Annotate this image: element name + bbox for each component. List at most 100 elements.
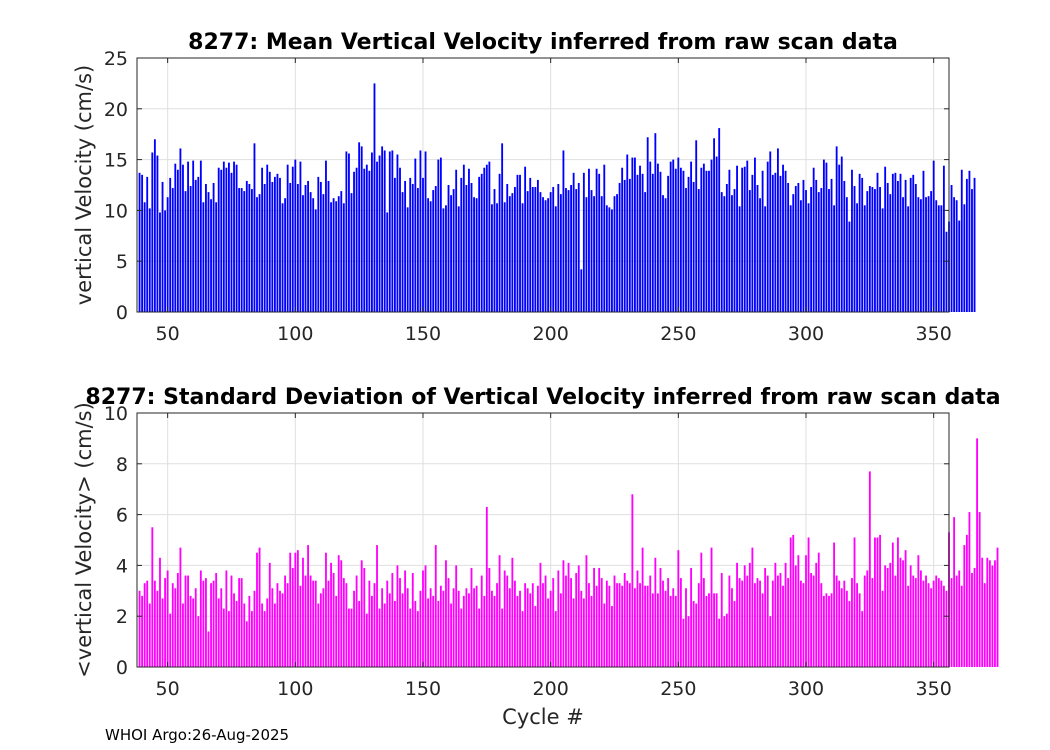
bar (692, 181, 695, 312)
bar (230, 575, 233, 667)
bar (646, 585, 649, 667)
bar (986, 557, 989, 667)
bar (521, 611, 524, 667)
bar (547, 598, 550, 667)
bar (210, 199, 212, 312)
bar (914, 183, 917, 312)
bar (202, 580, 205, 667)
bar (705, 170, 708, 312)
bar (971, 189, 973, 312)
bar (215, 573, 218, 667)
bar (526, 191, 529, 312)
bar (141, 595, 144, 667)
bar (720, 573, 723, 667)
bar (355, 167, 358, 312)
bar (205, 183, 207, 312)
bar (884, 565, 887, 667)
bar (363, 168, 366, 312)
bar (368, 170, 371, 312)
std-velocity-chart: 50 100 150 200 250 300 350 0 2 4 6 8 10 <vertical V… (72, 385, 1001, 729)
bar (261, 167, 264, 312)
bar (404, 180, 407, 312)
bar (358, 600, 361, 667)
bar (554, 611, 557, 667)
bar (478, 176, 481, 312)
bar (452, 588, 455, 667)
bar (667, 175, 670, 312)
bar (891, 542, 894, 667)
bar (493, 189, 496, 312)
bar (342, 578, 345, 667)
bar (348, 153, 350, 312)
bar (164, 578, 167, 667)
bar (503, 570, 506, 667)
bar (539, 192, 542, 312)
bar (302, 557, 304, 667)
bar (187, 575, 189, 667)
bar (506, 183, 509, 312)
x-tick-label: 200 (533, 323, 569, 345)
bar (736, 562, 738, 667)
bar (702, 163, 705, 312)
bar (748, 562, 751, 667)
bar (605, 205, 608, 312)
bar (866, 570, 869, 667)
bar (427, 198, 430, 312)
bar (501, 143, 504, 312)
x-tick-label: 250 (660, 323, 696, 345)
x-axis-label: Cycle # (502, 705, 584, 729)
bar (345, 151, 348, 312)
bar (258, 547, 261, 667)
bar (802, 583, 805, 667)
bar (411, 573, 414, 667)
bar (437, 159, 440, 312)
x-tick-label: 100 (277, 678, 313, 700)
bar (378, 608, 381, 667)
bar (958, 570, 961, 667)
bar (182, 603, 184, 667)
bar (325, 160, 327, 312)
bar (958, 220, 961, 312)
bar (876, 537, 879, 667)
bar (621, 167, 624, 312)
bar (960, 585, 963, 667)
y-tick-label: 4 (116, 555, 128, 577)
bar (159, 557, 161, 667)
bar (508, 588, 511, 667)
bar (470, 567, 473, 667)
bar (289, 182, 292, 312)
bar (365, 613, 368, 667)
bar (697, 189, 700, 312)
bar (713, 593, 715, 667)
bar (682, 170, 685, 312)
bar (825, 162, 828, 312)
bar (598, 567, 601, 667)
bar (705, 595, 708, 667)
bar (797, 182, 800, 312)
bar (562, 150, 565, 312)
bar (376, 545, 378, 667)
bar (669, 161, 672, 312)
x-tick-label: 300 (788, 323, 824, 345)
bar (368, 580, 371, 667)
bar (598, 173, 601, 312)
bar (273, 603, 276, 667)
bar (828, 595, 830, 667)
bar (268, 171, 271, 312)
bar (802, 179, 805, 312)
bar (542, 583, 544, 667)
bar (815, 179, 818, 312)
bar (741, 167, 744, 312)
bar (465, 185, 468, 312)
bar (192, 598, 195, 667)
bar (639, 583, 641, 667)
bar (700, 552, 703, 667)
bar (445, 560, 447, 667)
bar (863, 205, 866, 312)
bar (792, 534, 795, 667)
bar (388, 151, 391, 312)
bar (263, 183, 266, 312)
bar (965, 534, 968, 667)
bar (690, 567, 693, 667)
bar (151, 152, 154, 312)
